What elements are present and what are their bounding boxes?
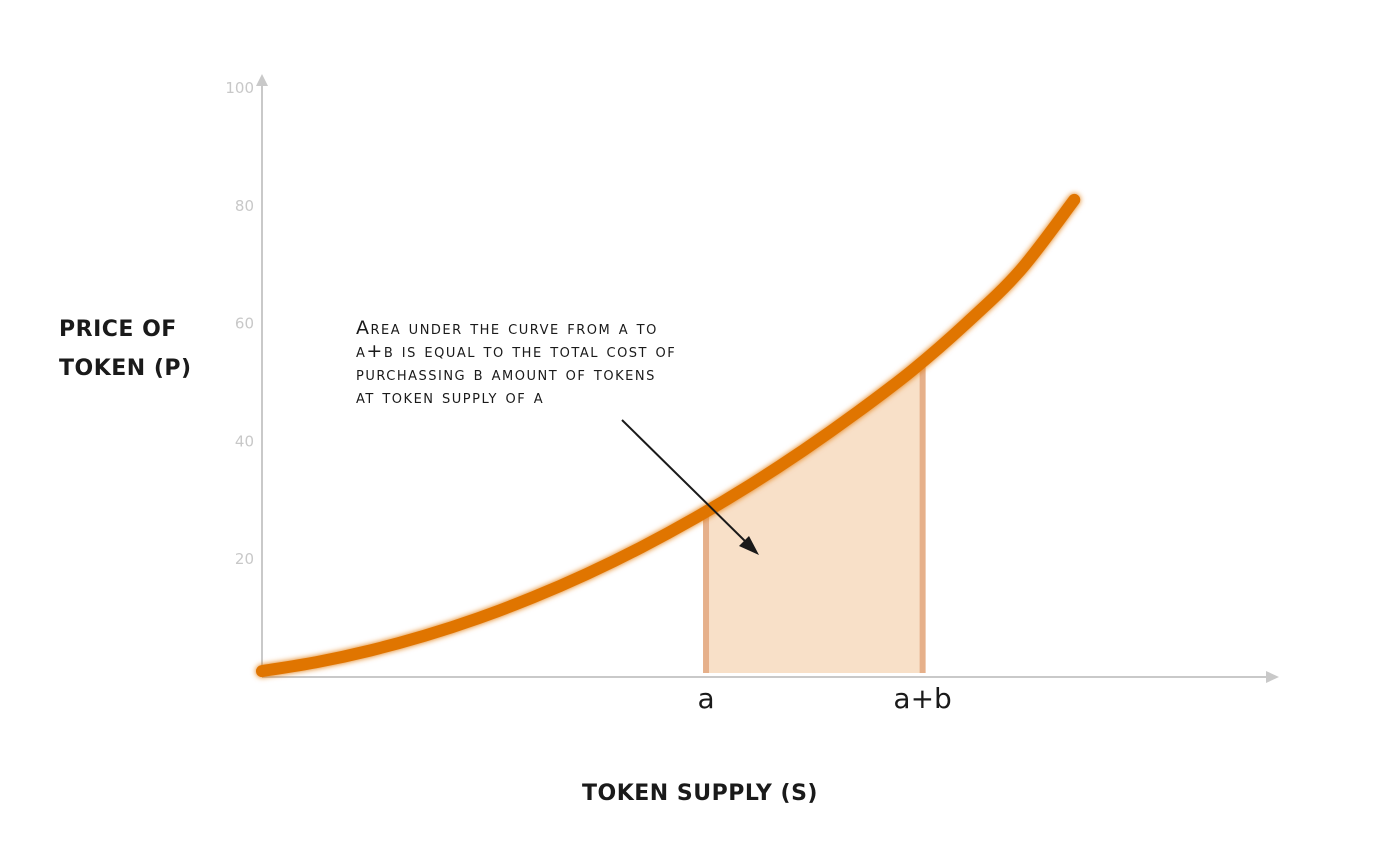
annotation-line: at token supply of a xyxy=(356,386,544,408)
y-axis-arrow-icon xyxy=(256,74,268,86)
x-axis xyxy=(262,671,1279,683)
x-tick-label: a xyxy=(697,682,714,715)
y-tick-label: 20 xyxy=(235,550,254,568)
y-axis-title-line-2: TOKEN (P) xyxy=(59,356,192,381)
annotation-line: a+b is equal to the total cost of xyxy=(356,340,676,362)
arrowhead-icon xyxy=(739,536,759,555)
price-curve-line xyxy=(256,193,1081,678)
annotation-line: Area under the curve from a to xyxy=(356,317,658,339)
y-tick-label: 60 xyxy=(235,315,254,333)
x-tick-labels: a a+b xyxy=(697,682,951,715)
x-axis-title: TOKEN SUPPLY (S) xyxy=(582,781,818,806)
area-under-curve xyxy=(706,361,923,673)
x-axis-arrow-icon xyxy=(1266,671,1279,683)
y-tick-label: 100 xyxy=(225,79,254,97)
y-axis xyxy=(256,74,268,677)
y-tick-labels: 20 40 60 80 100 xyxy=(225,79,254,568)
y-tick-label: 40 xyxy=(235,432,254,450)
annotation-line: purchassing b amount of tokens xyxy=(356,363,656,385)
annotation-arrow xyxy=(621,419,759,555)
annotation-text: Area under the curve from a to a+b is equ… xyxy=(356,317,676,408)
y-tick-label: 80 xyxy=(235,197,254,215)
y-axis-title-line-1: PRICE OF xyxy=(59,317,177,342)
x-tick-label: a+b xyxy=(893,682,951,715)
